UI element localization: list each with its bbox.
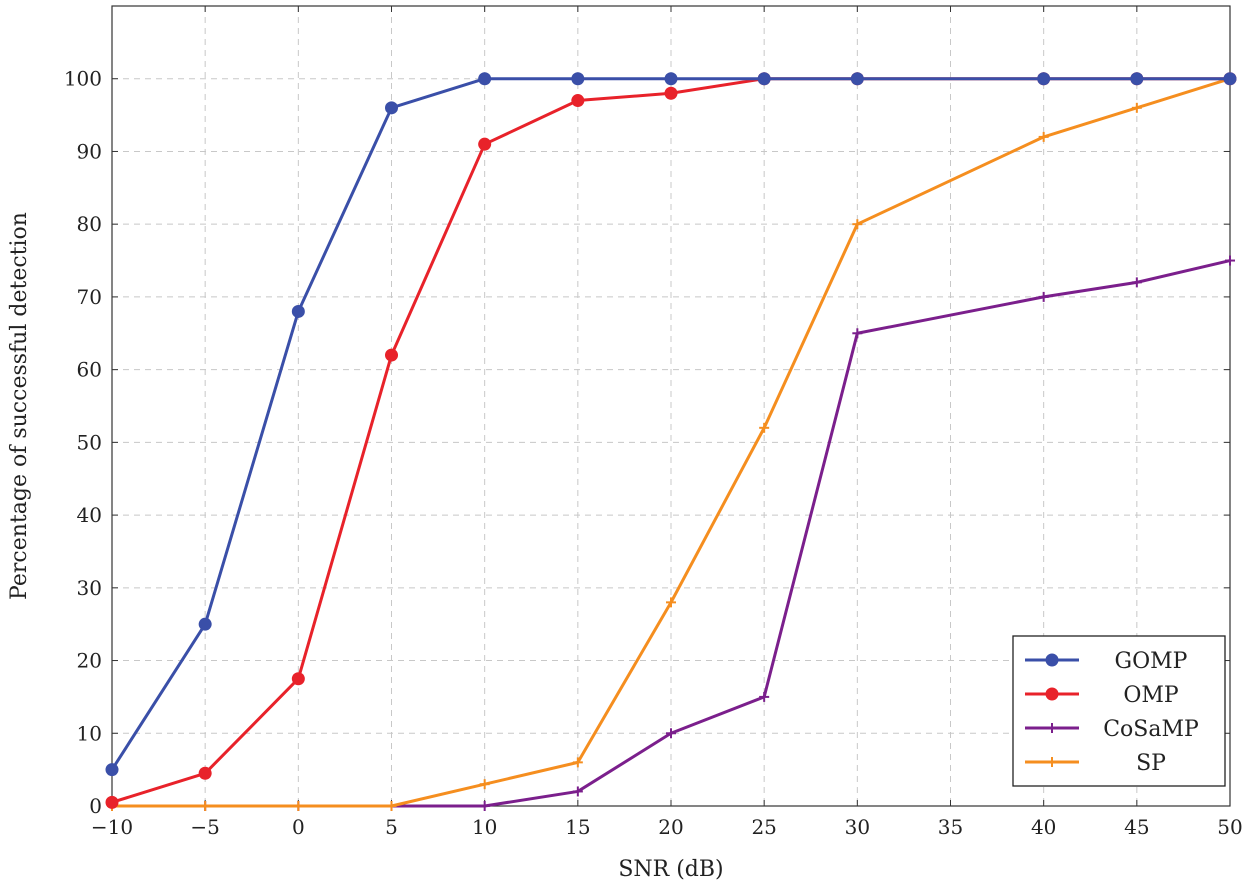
x-tick-label: 50 (1217, 815, 1242, 839)
series-line-gomp (110, 77, 1230, 771)
data-point-gomp (105, 763, 119, 777)
x-tick-label: 20 (658, 815, 683, 839)
data-point-omp (385, 348, 398, 362)
y-tick-label: 50 (77, 430, 102, 454)
x-axis-title: SNR (dB) (618, 857, 723, 882)
legend-item-gomp: GOMP (1025, 649, 1188, 674)
data-point-sp (1038, 131, 1049, 142)
legend-label-cosamp: CoSaMP (1103, 717, 1199, 742)
data-point-sp (852, 219, 863, 230)
x-tick-label: 35 (938, 815, 963, 839)
data-point-omp (291, 672, 305, 686)
data-point-cosamp (759, 691, 770, 702)
x-tick-label: 5 (385, 815, 398, 839)
y-tick-label: 0 (89, 794, 102, 818)
data-point-cosamp (479, 801, 490, 811)
x-tick-label: 10 (472, 815, 497, 839)
axis-ticks: −10 −5 0 5 10 15 20 25 30 35 40 45 50 0 10 20 30 40 50 60 70… (64, 6, 1243, 839)
legend-item-sp: SP (1025, 751, 1166, 776)
data-point-cosamp (666, 728, 676, 739)
data-point-gomp (1037, 72, 1051, 86)
data-point-gomp (757, 72, 771, 86)
data-point-omp (198, 766, 212, 780)
series-line-sp (112, 77, 1231, 808)
y-tick-label: 20 (77, 649, 102, 673)
legend-label-omp: OMP (1123, 683, 1179, 708)
series-lines (105, 72, 1237, 811)
data-point-gomp (385, 101, 398, 115)
data-point-sp (759, 422, 770, 433)
data-point-cosamp (1038, 291, 1049, 302)
legend: GOMP OMP CoSaMP SP (1012, 635, 1226, 787)
x-tick-label: 30 (845, 815, 870, 839)
y-tick-label: 30 (77, 576, 102, 600)
data-point-sp (1131, 102, 1142, 113)
y-tick-label: 100 (64, 67, 102, 91)
legend-item-cosamp: CoSaMP (1025, 717, 1199, 742)
data-point-sp (200, 801, 211, 811)
x-tick-label: 0 (292, 815, 305, 839)
y-tick-label: 90 (77, 139, 102, 163)
data-point-cosamp (1225, 255, 1235, 266)
legend-item-omp: OMP (1025, 683, 1179, 708)
x-tick-label: −5 (190, 815, 219, 839)
legend-label-gomp: GOMP (1115, 649, 1188, 674)
data-point-omp (571, 94, 585, 108)
data-point-sp (479, 779, 490, 790)
data-point-gomp (1223, 72, 1237, 86)
data-point-cosamp (1131, 277, 1142, 288)
x-tick-label: −10 (91, 815, 133, 839)
x-tick-label: 45 (1124, 815, 1149, 839)
y-tick-label: 10 (77, 721, 102, 745)
data-point-sp (572, 757, 583, 768)
data-point-gomp (198, 617, 212, 631)
x-tick-label: 40 (1031, 815, 1056, 839)
y-tick-label: 60 (77, 358, 102, 382)
data-point-omp (664, 86, 678, 100)
x-tick-label: 15 (565, 815, 590, 839)
y-tick-label: 70 (77, 285, 102, 309)
legend-label-sp: SP (1136, 751, 1166, 776)
data-point-cosamp (572, 786, 583, 797)
legend-swatch-marker (1045, 687, 1059, 701)
data-point-sp (293, 801, 304, 811)
data-point-gomp (850, 72, 864, 86)
y-axis-title: Percentage of successful detection (7, 212, 32, 600)
data-point-gomp (664, 72, 678, 86)
data-point-sp (666, 597, 676, 608)
data-point-omp (478, 137, 492, 151)
y-tick-label: 40 (77, 503, 102, 527)
legend-swatch-marker (1045, 653, 1059, 667)
data-point-gomp (1130, 72, 1144, 86)
data-point-cosamp (852, 328, 863, 339)
data-point-sp (386, 801, 397, 811)
series-gomp (105, 72, 1237, 777)
data-point-gomp (571, 72, 585, 86)
data-point-omp (105, 795, 119, 809)
x-tick-label: 25 (751, 815, 776, 839)
data-point-gomp (478, 72, 492, 86)
y-tick-label: 80 (77, 212, 102, 236)
data-point-gomp (291, 304, 305, 318)
